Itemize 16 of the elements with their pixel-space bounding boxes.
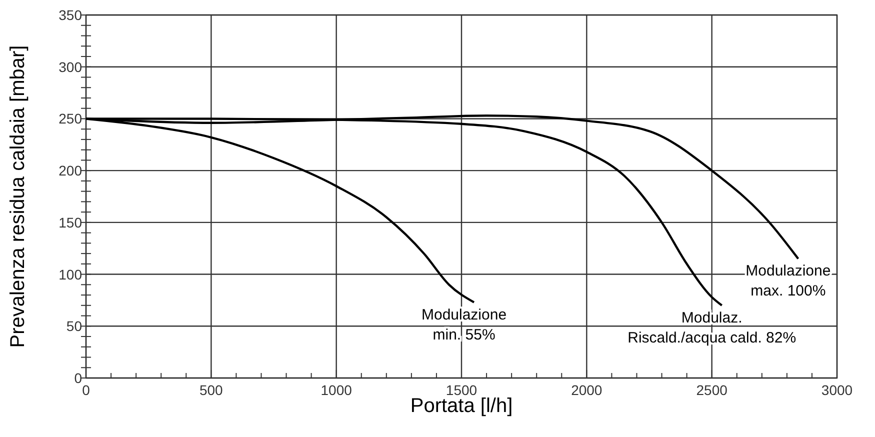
y-tick-label: 300 bbox=[58, 58, 82, 75]
y-tick-label: 150 bbox=[58, 214, 82, 230]
x-tick-label: 3000 bbox=[821, 382, 853, 398]
y-tick-label: 100 bbox=[58, 266, 82, 282]
x-tick-label: 1500 bbox=[446, 382, 478, 398]
x-tick-label: 1000 bbox=[320, 382, 352, 398]
y-tick-label: 200 bbox=[58, 162, 82, 179]
y-tick-label: 0 bbox=[74, 370, 82, 386]
x-axis-title: Portata [l/h] bbox=[410, 395, 513, 417]
y-tick-label: 350 bbox=[58, 7, 82, 23]
y-tick-label: 50 bbox=[66, 318, 82, 334]
y-axis-title: Prevalenza residua caldaia [mbar] bbox=[7, 45, 29, 348]
x-tick-label: 2000 bbox=[571, 382, 602, 398]
x-tick-label: 500 bbox=[199, 382, 224, 398]
x-tick-label: 2500 bbox=[696, 382, 728, 398]
y-tick-label: 250 bbox=[58, 110, 82, 127]
